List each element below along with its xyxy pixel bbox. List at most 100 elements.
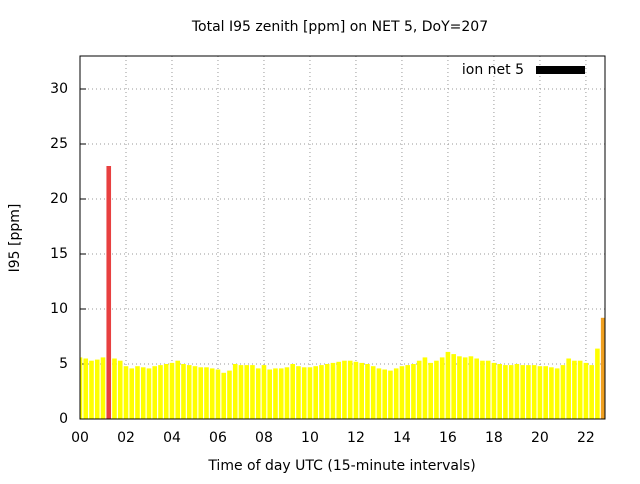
bar — [163, 364, 169, 419]
bar — [554, 368, 560, 419]
bar — [388, 370, 393, 419]
bar — [566, 358, 571, 419]
bar — [543, 366, 548, 419]
y-tick-label: 0 — [59, 411, 68, 427]
bar — [405, 365, 410, 419]
bar — [508, 365, 514, 419]
y-tick-label: 20 — [50, 191, 68, 207]
bar — [560, 365, 566, 419]
bar — [100, 357, 106, 419]
bar — [192, 366, 198, 419]
bar — [595, 348, 600, 419]
bar — [273, 368, 278, 419]
bar — [422, 357, 428, 419]
bar — [537, 366, 543, 419]
bar — [451, 354, 456, 419]
bar — [204, 367, 209, 419]
bar — [457, 356, 462, 419]
y-tick-label: 30 — [50, 81, 68, 97]
bar — [428, 362, 433, 419]
bar — [261, 365, 267, 419]
x-tick-label: 20 — [531, 430, 549, 446]
y-tick-label: 25 — [50, 136, 68, 152]
bar — [123, 366, 129, 419]
bar — [572, 360, 577, 419]
bar — [520, 365, 525, 419]
x-axis-label: Time of day UTC (15-minute intervals) — [207, 458, 475, 474]
bar — [353, 361, 359, 419]
bar — [589, 365, 594, 419]
bar — [319, 365, 324, 419]
bar — [382, 369, 387, 419]
bar — [445, 351, 451, 419]
bar — [267, 369, 273, 419]
bar — [198, 367, 204, 419]
bar — [468, 356, 474, 419]
bar — [278, 368, 284, 419]
bar — [290, 364, 296, 419]
bar — [307, 367, 313, 419]
bar — [531, 365, 537, 419]
bar — [365, 364, 370, 419]
bar — [296, 366, 301, 419]
x-tick-label: 06 — [209, 430, 227, 446]
bar — [526, 365, 531, 419]
bar — [485, 360, 491, 419]
bar — [209, 368, 215, 419]
x-tick-label: 00 — [71, 430, 89, 446]
bar — [94, 359, 100, 419]
bar — [181, 364, 186, 419]
bar — [89, 360, 94, 419]
bar — [146, 368, 152, 419]
bar — [474, 358, 479, 419]
bar — [301, 367, 307, 419]
bar — [434, 360, 439, 419]
bar — [152, 366, 158, 419]
bar — [232, 364, 238, 419]
x-tick-label: 08 — [255, 430, 273, 446]
x-tick-label: 16 — [439, 430, 457, 446]
bar — [324, 364, 330, 419]
bar — [359, 362, 365, 419]
bar — [330, 362, 336, 419]
bar — [175, 360, 181, 419]
y-tick-label: 15 — [50, 246, 68, 262]
bar — [416, 360, 422, 419]
bar — [244, 365, 250, 419]
x-tick-label: 18 — [485, 430, 503, 446]
chart-title: Total I95 zenith [ppm] on NET 5, DoY=207 — [191, 19, 488, 35]
bar — [313, 366, 319, 419]
y-axis-label: I95 [ppm] — [7, 204, 23, 273]
bar — [480, 360, 485, 419]
bar — [600, 317, 605, 419]
bar — [112, 358, 117, 419]
bar — [238, 365, 244, 419]
x-tick-label: 12 — [347, 430, 365, 446]
bar — [370, 366, 376, 419]
bar — [284, 367, 290, 419]
bar — [83, 358, 89, 419]
bar — [462, 357, 468, 419]
bar — [347, 360, 353, 419]
bar — [514, 364, 520, 419]
bar — [169, 362, 175, 419]
bar — [411, 364, 416, 419]
x-tick-label: 22 — [577, 430, 595, 446]
legend-key — [536, 66, 585, 74]
x-tick-label: 14 — [393, 430, 411, 446]
bar — [255, 368, 261, 419]
bar — [227, 370, 232, 419]
bar — [342, 360, 347, 419]
bar — [503, 365, 508, 419]
legend-label: ion net 5 — [462, 62, 524, 78]
x-tick-label: 02 — [117, 430, 135, 446]
bar — [376, 368, 382, 419]
bar — [140, 367, 146, 419]
bar — [215, 369, 221, 419]
y-tick-label: 5 — [59, 356, 68, 372]
bar — [186, 365, 192, 419]
x-tick-label: 04 — [163, 430, 181, 446]
x-tick-label: 10 — [301, 430, 319, 446]
bar — [117, 360, 123, 419]
bar — [497, 364, 502, 419]
